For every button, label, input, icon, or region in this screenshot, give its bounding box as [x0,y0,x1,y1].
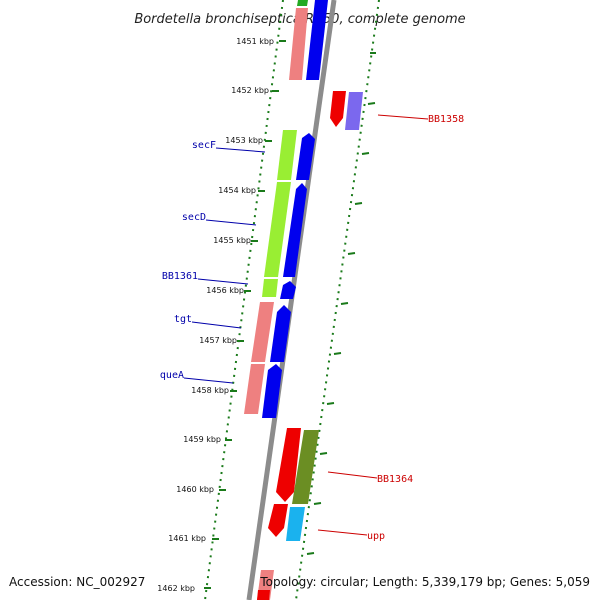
leader-line [317,529,368,536]
right-gene-labels: BB1358 BB1364 upp [317,114,464,542]
gene-label-secf: secF [192,140,216,151]
tick-label: 1451 kbp [236,37,274,46]
gene-secd-blue [283,183,307,277]
tick-label: 1458 kbp [191,386,229,395]
outer-dotted-ring [295,0,380,600]
leader-line [377,114,429,120]
gene-green-top [297,0,308,6]
kbp-labels: 1451 kbp 1452 kbp 1453 kbp 1454 kbp 1455… [157,37,274,593]
tick-label: 1454 kbp [218,186,256,195]
gene-upp-red [268,504,288,537]
gene-bb1364-red [276,428,301,502]
inner-dotted-ring [204,0,284,600]
gene-blue-1451 [306,0,328,80]
gene-label-tgt: tgt [174,314,192,325]
gene-label-secd: secD [182,212,206,223]
tick-label: 1460 kbp [176,485,214,494]
left-tick-marks [204,40,286,589]
tick-label: 1461 kbp [168,534,206,543]
gene-bb1361-lime [262,279,278,297]
gene-label-bb1364: BB1364 [377,474,413,485]
tick-label: 1456 kbp [206,286,244,295]
gene-upp-cyan [286,507,305,541]
leader-line [197,278,249,285]
tick-label: 1462 kbp [157,584,195,593]
gene-secf-lime [277,130,297,180]
gene-secd-lime [264,182,291,277]
gene-label-quea: queA [160,370,184,381]
genome-backbone [246,0,337,600]
tick-label: 1452 kbp [231,86,269,95]
tick-label: 1459 kbp [183,435,221,444]
gene-label-bb1361: BB1361 [162,271,198,282]
gene-features [244,0,363,600]
gene-quea-blue [262,364,282,418]
leader-line [183,377,234,384]
gene-salmon-1451 [289,8,308,80]
tick-label: 1457 kbp [199,336,237,345]
leader-line [205,219,257,226]
gene-quea-salmon [244,364,265,414]
gene-bb1358-red [330,91,346,127]
gene-bb1364-olive [292,430,319,504]
leader-line [191,321,242,329]
gene-label-upp: upp [367,531,385,542]
tick-label: 1453 kbp [225,136,263,145]
gene-red-bottom [257,590,270,600]
accession-text: Accession: NC_002927 [9,575,145,589]
gene-tgt-blue [270,305,291,362]
leader-line [215,147,266,153]
right-tick-marks [306,52,376,555]
gene-label-bb1358: BB1358 [428,114,464,125]
gene-bb1361-blue [280,281,296,299]
gene-secf-blue [296,133,315,180]
gene-bb1358-purple [345,92,363,130]
leader-line [327,471,378,479]
tick-label: 1455 kbp [213,236,251,245]
left-gene-labels: secF secD BB1361 tgt queA [160,140,266,384]
gene-tgt-salmon [251,302,274,362]
genome-summary-text: Topology: circular; Length: 5,339,179 bp… [259,575,590,589]
